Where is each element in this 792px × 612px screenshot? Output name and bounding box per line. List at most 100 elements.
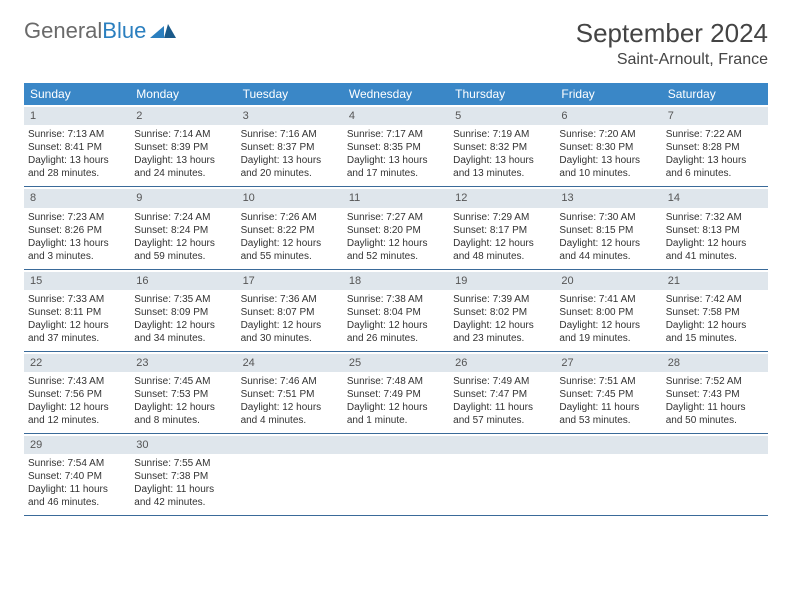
- sunset-text: Sunset: 7:49 PM: [347, 388, 445, 401]
- daylight-text: Daylight: 12 hours and 8 minutes.: [134, 401, 232, 427]
- day-cell: 27Sunrise: 7:51 AMSunset: 7:45 PMDayligh…: [555, 352, 661, 433]
- sunset-text: Sunset: 8:02 PM: [453, 306, 551, 319]
- day-number: 6: [555, 107, 661, 125]
- sunrise-text: Sunrise: 7:23 AM: [28, 211, 126, 224]
- logo-text-1: General: [24, 18, 102, 44]
- day-number: 14: [662, 189, 768, 207]
- daylight-text: Daylight: 13 hours and 13 minutes.: [453, 154, 551, 180]
- day-number: 26: [449, 354, 555, 372]
- day-cell: 13Sunrise: 7:30 AMSunset: 8:15 PMDayligh…: [555, 187, 661, 268]
- day-number: 22: [24, 354, 130, 372]
- week-row: 29Sunrise: 7:54 AMSunset: 7:40 PMDayligh…: [24, 434, 768, 516]
- daylight-text: Daylight: 12 hours and 19 minutes.: [559, 319, 657, 345]
- daylight-text: Daylight: 13 hours and 3 minutes.: [28, 237, 126, 263]
- day-cell: 7Sunrise: 7:22 AMSunset: 8:28 PMDaylight…: [662, 105, 768, 186]
- sunrise-text: Sunrise: 7:20 AM: [559, 128, 657, 141]
- day-number: 9: [130, 189, 236, 207]
- day-cell: 1Sunrise: 7:13 AMSunset: 8:41 PMDaylight…: [24, 105, 130, 186]
- sunrise-text: Sunrise: 7:13 AM: [28, 128, 126, 141]
- day-number: 20: [555, 272, 661, 290]
- day-cell: 17Sunrise: 7:36 AMSunset: 8:07 PMDayligh…: [237, 270, 343, 351]
- day-number: 15: [24, 272, 130, 290]
- day-number: 5: [449, 107, 555, 125]
- daylight-text: Daylight: 12 hours and 12 minutes.: [28, 401, 126, 427]
- sunset-text: Sunset: 7:47 PM: [453, 388, 551, 401]
- day-cell: 6Sunrise: 7:20 AMSunset: 8:30 PMDaylight…: [555, 105, 661, 186]
- sunrise-text: Sunrise: 7:45 AM: [134, 375, 232, 388]
- day-number: 25: [343, 354, 449, 372]
- sunset-text: Sunset: 7:40 PM: [28, 470, 126, 483]
- sunset-text: Sunset: 8:00 PM: [559, 306, 657, 319]
- sunset-text: Sunset: 7:38 PM: [134, 470, 232, 483]
- sunset-text: Sunset: 8:37 PM: [241, 141, 339, 154]
- daylight-text: Daylight: 12 hours and 1 minute.: [347, 401, 445, 427]
- sunset-text: Sunset: 8:09 PM: [134, 306, 232, 319]
- sunset-text: Sunset: 7:45 PM: [559, 388, 657, 401]
- weekday-label: Saturday: [662, 83, 768, 105]
- day-number: [343, 436, 449, 454]
- day-cell: 8Sunrise: 7:23 AMSunset: 8:26 PMDaylight…: [24, 187, 130, 268]
- sunrise-text: Sunrise: 7:42 AM: [666, 293, 764, 306]
- day-number: 12: [449, 189, 555, 207]
- sunrise-text: Sunrise: 7:46 AM: [241, 375, 339, 388]
- sunset-text: Sunset: 8:28 PM: [666, 141, 764, 154]
- sunrise-text: Sunrise: 7:17 AM: [347, 128, 445, 141]
- daylight-text: Daylight: 13 hours and 6 minutes.: [666, 154, 764, 180]
- day-cell: [237, 434, 343, 515]
- day-cell: 21Sunrise: 7:42 AMSunset: 7:58 PMDayligh…: [662, 270, 768, 351]
- daylight-text: Daylight: 12 hours and 15 minutes.: [666, 319, 764, 345]
- day-cell: 2Sunrise: 7:14 AMSunset: 8:39 PMDaylight…: [130, 105, 236, 186]
- daylight-text: Daylight: 12 hours and 44 minutes.: [559, 237, 657, 263]
- header: GeneralBlue September 2024 Saint-Arnoult…: [24, 18, 768, 69]
- daylight-text: Daylight: 12 hours and 59 minutes.: [134, 237, 232, 263]
- sunrise-text: Sunrise: 7:30 AM: [559, 211, 657, 224]
- sunset-text: Sunset: 7:51 PM: [241, 388, 339, 401]
- day-number: 23: [130, 354, 236, 372]
- daylight-text: Daylight: 12 hours and 48 minutes.: [453, 237, 551, 263]
- day-number: 10: [237, 189, 343, 207]
- weekday-label: Tuesday: [237, 83, 343, 105]
- sunrise-text: Sunrise: 7:54 AM: [28, 457, 126, 470]
- day-cell: 25 Sunrise: 7:48 AMSunset: 7:49 PMDayligh…: [343, 352, 449, 433]
- day-cell: 14Sunrise: 7:32 AMSunset: 8:13 PMDayligh…: [662, 187, 768, 268]
- day-number: 27: [555, 354, 661, 372]
- daylight-text: Daylight: 11 hours and 53 minutes.: [559, 401, 657, 427]
- day-number: [449, 436, 555, 454]
- daylight-text: Daylight: 12 hours and 23 minutes.: [453, 319, 551, 345]
- weekday-label: Friday: [555, 83, 661, 105]
- day-number: 24: [237, 354, 343, 372]
- sunrise-text: Sunrise: 7:41 AM: [559, 293, 657, 306]
- logo: GeneralBlue: [24, 18, 176, 44]
- logo-mark-icon: [150, 18, 176, 44]
- day-cell: 20 Sunrise: 7:41 AMSunset: 8:00 PMDayligh…: [555, 270, 661, 351]
- day-number: 30: [130, 436, 236, 454]
- sunrise-text: Sunrise: 7:38 AM: [347, 293, 445, 306]
- day-number: [662, 436, 768, 454]
- day-number: 21: [662, 272, 768, 290]
- daylight-text: Daylight: 12 hours and 26 minutes.: [347, 319, 445, 345]
- daylight-text: Daylight: 12 hours and 52 minutes.: [347, 237, 445, 263]
- weekday-label: Sunday: [24, 83, 130, 105]
- daylight-text: Daylight: 12 hours and 55 minutes.: [241, 237, 339, 263]
- week-row: 22Sunrise: 7:43 AMSunset: 7:56 PMDayligh…: [24, 352, 768, 434]
- daylight-text: Daylight: 12 hours and 37 minutes.: [28, 319, 126, 345]
- day-number: 13: [555, 189, 661, 207]
- day-cell: [555, 434, 661, 515]
- day-cell: 23Sunrise: 7:45 AMSunset: 7:53 PMDayligh…: [130, 352, 236, 433]
- sunrise-text: Sunrise: 7:33 AM: [28, 293, 126, 306]
- weekday-label: Wednesday: [343, 83, 449, 105]
- title-block: September 2024 Saint-Arnoult, France: [576, 18, 768, 69]
- sunset-text: Sunset: 8:22 PM: [241, 224, 339, 237]
- sunrise-text: Sunrise: 7:29 AM: [453, 211, 551, 224]
- day-cell: 10 Sunrise: 7:26 AMSunset: 8:22 PMDayligh…: [237, 187, 343, 268]
- sunrise-text: Sunrise: 7:26 AM: [241, 211, 339, 224]
- sunrise-text: Sunrise: 7:22 AM: [666, 128, 764, 141]
- day-cell: 26Sunrise: 7:49 AMSunset: 7:47 PMDayligh…: [449, 352, 555, 433]
- day-number: 19: [449, 272, 555, 290]
- daylight-text: Daylight: 12 hours and 41 minutes.: [666, 237, 764, 263]
- day-cell: [449, 434, 555, 515]
- day-number: 16: [130, 272, 236, 290]
- sunrise-text: Sunrise: 7:48 AM: [347, 375, 445, 388]
- day-number: 4: [343, 107, 449, 125]
- day-number: 2: [130, 107, 236, 125]
